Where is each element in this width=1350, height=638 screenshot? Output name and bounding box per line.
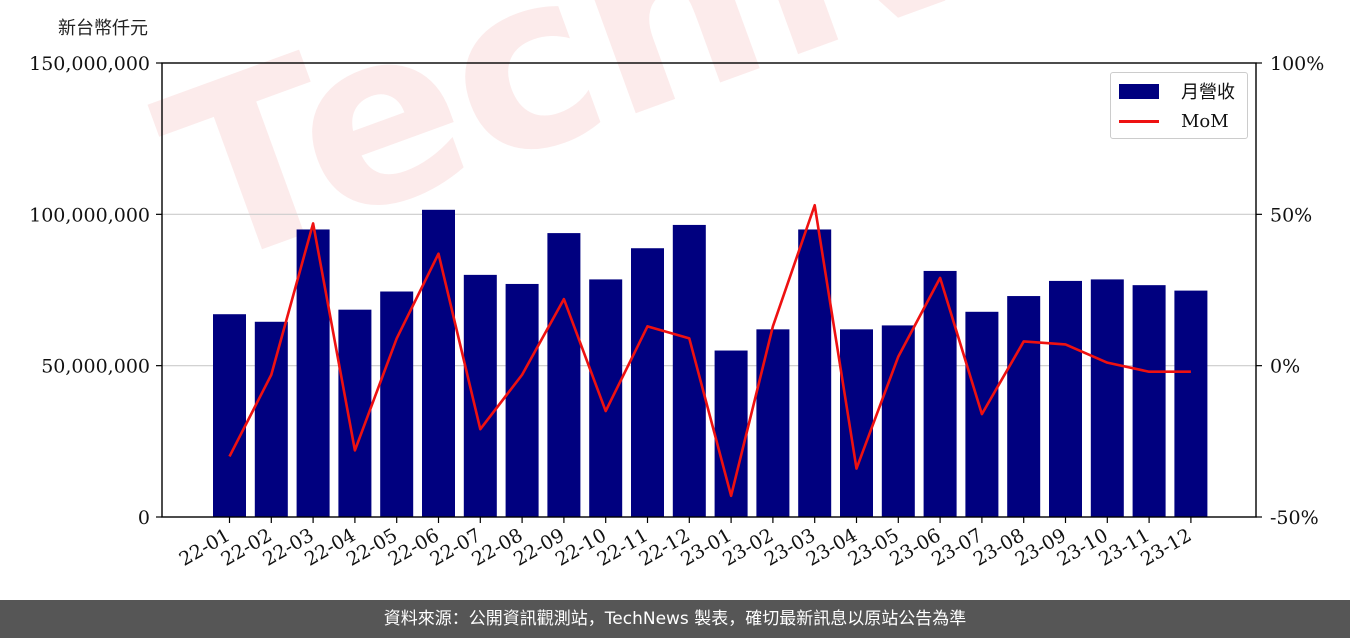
bar-22-03 bbox=[296, 229, 330, 517]
revenue-bars bbox=[213, 209, 1208, 517]
bar-22-08 bbox=[505, 283, 539, 517]
right-tick-label: -50% bbox=[1270, 507, 1319, 529]
legend-label-mom: MoM bbox=[1181, 110, 1229, 132]
bar-23-11 bbox=[1132, 285, 1166, 517]
bar-22-10 bbox=[589, 279, 623, 517]
right-tick-label: 0% bbox=[1270, 356, 1300, 378]
legend-label-revenue: 月營收 bbox=[1181, 82, 1235, 103]
left-tick-label: 50,000,000 bbox=[41, 356, 150, 378]
source-footer: 資料來源：公開資訊觀測站，TechNews 製表，確切最新訊息以原站公告為準 bbox=[0, 600, 1350, 638]
bar-22-01 bbox=[213, 314, 246, 517]
mom-line-group bbox=[228, 203, 1191, 498]
bar-22-12 bbox=[672, 224, 706, 517]
bar-23-06 bbox=[923, 270, 957, 517]
legend-item-revenue: 月營收 bbox=[1119, 79, 1235, 103]
bar-line-chart: 0 50,000,000 100,000,000 150,000,000 -50% 0% 5… bbox=[29, 53, 1324, 571]
bar-23-10 bbox=[1090, 279, 1124, 517]
right-tick-label: 100% bbox=[1270, 53, 1324, 75]
legend-swatch-line bbox=[1119, 119, 1159, 123]
bar-22-05 bbox=[380, 291, 414, 517]
bar-22-09 bbox=[547, 233, 581, 517]
plot-frame bbox=[161, 62, 1257, 518]
bar-23-02 bbox=[756, 329, 790, 517]
bar-23-12 bbox=[1174, 290, 1208, 517]
legend-swatch-bar bbox=[1119, 83, 1159, 99]
bar-22-06 bbox=[422, 209, 455, 517]
bar-23-04 bbox=[840, 329, 873, 517]
axes bbox=[156, 62, 1262, 523]
legend: 月營收 MoM bbox=[1110, 72, 1248, 139]
right-tick-label: 50% bbox=[1270, 204, 1312, 226]
legend-item-mom: MoM bbox=[1119, 109, 1229, 133]
left-tick-label: 150,000,000 bbox=[29, 53, 150, 75]
bar-23-08 bbox=[1007, 296, 1041, 517]
bar-22-04 bbox=[338, 309, 372, 517]
y-axis-unit-label: 新台幣仟元 bbox=[58, 18, 148, 39]
bar-22-11 bbox=[631, 248, 664, 517]
left-tick-label: 0 bbox=[138, 507, 150, 529]
bar-22-02 bbox=[254, 321, 288, 517]
left-tick-label: 100,000,000 bbox=[29, 204, 150, 226]
bar-23-01 bbox=[714, 350, 748, 517]
mom-line bbox=[228, 203, 1191, 498]
bar-23-09 bbox=[1049, 280, 1082, 517]
bar-22-07 bbox=[463, 274, 497, 517]
